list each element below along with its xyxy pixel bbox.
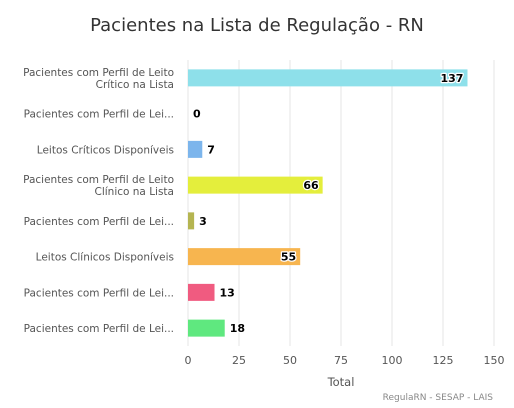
category-label: Pacientes com Perfil de Leito <box>23 67 174 79</box>
data-label: 3 <box>199 215 207 228</box>
x-tick-label: 125 <box>433 354 454 367</box>
data-label: 13 <box>220 286 235 299</box>
data-label: 0 <box>193 108 201 121</box>
x-tick-label: 0 <box>185 354 192 367</box>
category-label: Pacientes com Perfil de Lei... <box>24 323 174 335</box>
grid-lines <box>187 60 495 346</box>
category-label: Crítico na Lista <box>96 79 174 91</box>
category-label: Pacientes com Perfil de Leito <box>23 174 174 186</box>
x-tick-label: 100 <box>382 354 403 367</box>
category-label: Leitos Clínicos Disponíveis <box>36 252 174 264</box>
data-label: 18 <box>230 322 245 335</box>
x-tick-label: 50 <box>283 354 297 367</box>
category-label: Clínico na Lista <box>95 186 175 198</box>
category-label: Leitos Críticos Disponíveis <box>37 144 174 156</box>
bar[interactable] <box>188 140 203 158</box>
x-axis-title: Total <box>327 375 355 389</box>
data-label: 66 <box>303 179 319 192</box>
data-label: 137 <box>441 72 464 85</box>
bar[interactable] <box>188 283 215 301</box>
x-tick-label: 150 <box>484 354 505 367</box>
x-axis-ticks: 0 25 50 75 100 125 150 <box>185 354 505 367</box>
chart-title: Pacientes na Lista de Regulação - RN <box>90 15 424 36</box>
category-label: Pacientes com Perfil de Lei... <box>24 216 174 228</box>
bar[interactable] <box>188 212 195 230</box>
x-tick-label: 25 <box>232 354 246 367</box>
data-label: 55 <box>281 251 296 264</box>
bar[interactable] <box>188 69 468 87</box>
chart-credits[interactable]: RegulaRN - SESAP - LAIS <box>383 393 494 403</box>
category-label: Pacientes com Perfil de Lei... <box>24 109 174 121</box>
bar[interactable] <box>188 248 301 266</box>
bar[interactable] <box>188 319 225 337</box>
data-label: 7 <box>207 143 215 156</box>
x-tick-label: 75 <box>334 354 348 367</box>
bar[interactable] <box>188 176 323 194</box>
bars: 137 0 7 66 3 55 13 18 <box>188 69 468 337</box>
category-label: Pacientes com Perfil de Lei... <box>24 287 174 299</box>
